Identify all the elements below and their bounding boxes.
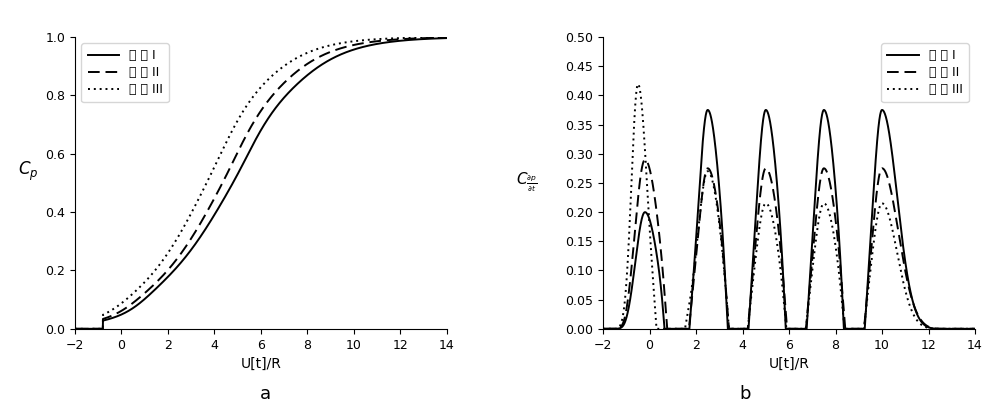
- Text: a: a: [259, 385, 271, 403]
- 工 况 III: [739, 326, 751, 331]
- 工 况 II: [875, 167, 887, 172]
- 工 况 I: [137, 298, 149, 303]
- Legend: 工 况 I, 工 况 II, 工 况 III: 工 况 I, 工 况 II, 工 况 III: [881, 43, 969, 102]
- 工 况 III: [839, 326, 851, 331]
- 工 况 III: [665, 326, 677, 331]
- 工 况 II: [597, 326, 609, 331]
- 工 况 II: [969, 326, 981, 331]
- 工 况 II: [839, 326, 851, 331]
- 工 况 I: [903, 282, 915, 287]
- 工 况 I: [839, 326, 851, 331]
- 工 况 I: [739, 326, 751, 331]
- 工 况 I: [820, 111, 832, 116]
- 工 况 III: [597, 326, 609, 331]
- 工 况 III: [632, 82, 644, 87]
- 工 况 III: [903, 301, 915, 306]
- 工 况 III: [375, 37, 387, 42]
- Line: 工 况 III: 工 况 III: [75, 37, 447, 329]
- 工 况 III: [292, 55, 304, 60]
- Line: 工 况 III: 工 况 III: [603, 84, 975, 329]
- Line: 工 况 II: 工 况 II: [75, 37, 447, 329]
- 工 况 II: [639, 157, 651, 162]
- 工 况 I: [69, 326, 81, 331]
- Y-axis label: $C_p$: $C_p$: [18, 160, 39, 183]
- 工 况 I: [597, 326, 609, 331]
- 工 况 III: [441, 35, 453, 40]
- 工 况 II: [292, 68, 304, 73]
- 工 况 III: [820, 203, 832, 208]
- 工 况 I: [658, 326, 670, 331]
- 工 况 III: [137, 282, 149, 287]
- 工 况 I: [665, 326, 677, 331]
- Y-axis label: $C_{\frac{\partial p}{\partial t}}$: $C_{\frac{\partial p}{\partial t}}$: [516, 171, 537, 194]
- 工 况 III: [969, 326, 981, 331]
- 工 况 II: [375, 38, 387, 43]
- 工 况 II: [311, 56, 323, 61]
- Text: b: b: [739, 385, 751, 403]
- 工 况 I: [292, 81, 304, 86]
- 工 况 I: [969, 326, 981, 331]
- X-axis label: U[t]/R: U[t]/R: [241, 357, 281, 371]
- 工 况 II: [137, 293, 149, 298]
- 工 况 III: [311, 47, 323, 52]
- 工 况 II: [69, 326, 81, 331]
- 工 况 I: [441, 36, 453, 41]
- 工 况 III: [875, 202, 887, 207]
- 工 况 II: [903, 286, 915, 291]
- 工 况 III: [211, 159, 223, 164]
- 工 况 I: [375, 41, 387, 46]
- Line: 工 况 I: 工 况 I: [75, 38, 447, 329]
- 工 况 I: [311, 65, 323, 70]
- 工 况 II: [739, 326, 751, 331]
- 工 况 I: [211, 208, 223, 213]
- 工 况 III: [651, 326, 663, 331]
- 工 况 II: [346, 43, 358, 48]
- 工 况 I: [876, 108, 888, 113]
- Line: 工 况 I: 工 况 I: [603, 110, 975, 329]
- 工 况 I: [875, 110, 887, 115]
- 工 况 II: [661, 326, 673, 331]
- Line: 工 况 II: 工 况 II: [603, 160, 975, 329]
- 工 况 II: [820, 168, 832, 173]
- 工 况 II: [665, 326, 677, 331]
- X-axis label: U[t]/R: U[t]/R: [769, 357, 809, 371]
- 工 况 II: [441, 35, 453, 40]
- 工 况 II: [211, 191, 223, 196]
- Legend: 工 况 I, 工 况 II, 工 况 III: 工 况 I, 工 况 II, 工 况 III: [81, 43, 169, 102]
- 工 况 III: [346, 39, 358, 44]
- 工 况 I: [346, 48, 358, 53]
- 工 况 III: [69, 326, 81, 331]
